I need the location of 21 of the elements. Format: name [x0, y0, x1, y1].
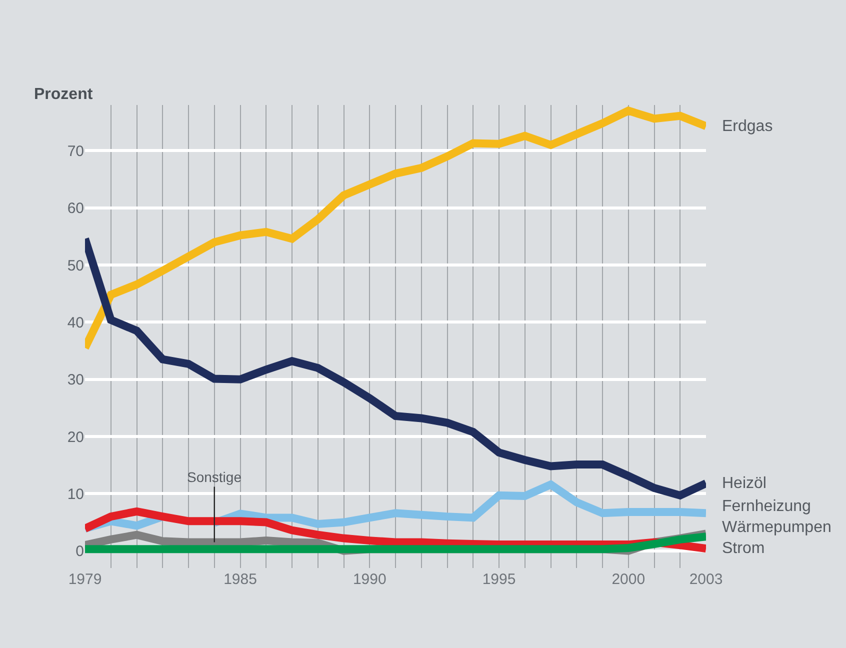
y-tick-label: 0: [76, 543, 84, 560]
y-tick-label: 50: [67, 257, 84, 274]
y-tick-label: 20: [67, 428, 84, 446]
y-tick-label: 70: [67, 142, 84, 160]
x-tick-label: 1990: [352, 571, 386, 588]
series-label: Erdgas: [722, 118, 773, 135]
y-tick-label: 40: [67, 314, 84, 332]
x-tick-label: 1995: [482, 571, 516, 588]
y-tick-label: 60: [67, 200, 84, 218]
series-label: Fernheizung: [722, 498, 811, 515]
series-label: Heizöl: [722, 475, 766, 492]
series-label: Strom: [722, 540, 765, 557]
annotation: Sonstige: [187, 469, 242, 485]
y-tick-label: 10: [67, 486, 84, 503]
x-tick-label: 1985: [224, 571, 257, 588]
x-tick-label: 2000: [612, 571, 646, 588]
x-tick-label: 1979: [68, 571, 102, 588]
y-axis-title: Prozent: [34, 86, 94, 103]
series-label: Wärmepumpen: [722, 519, 832, 536]
y-tick-label: 30: [67, 372, 84, 389]
x-tick-label: 2003: [689, 571, 723, 588]
